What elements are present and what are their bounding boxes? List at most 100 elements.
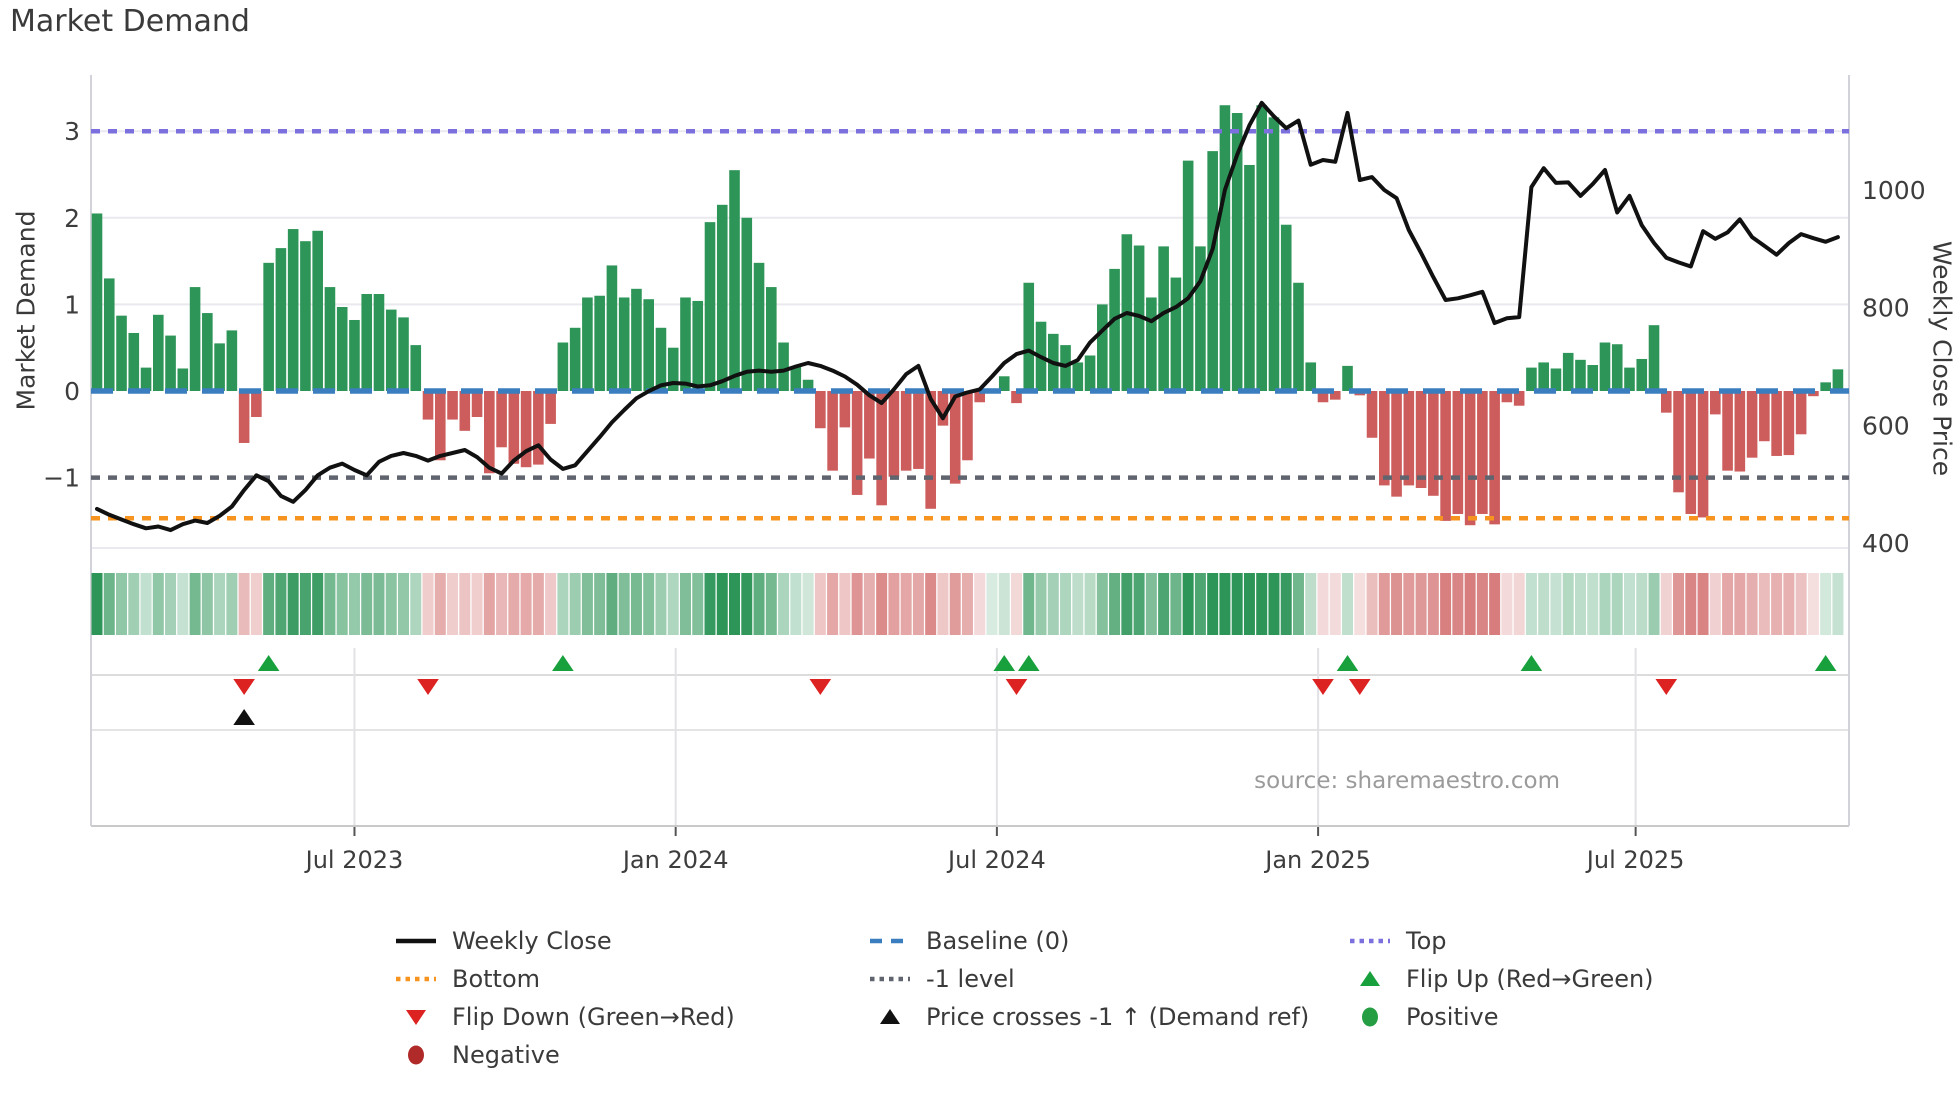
- heatmap-cell: [1538, 573, 1550, 635]
- heatmap-cell: [1427, 573, 1439, 635]
- demand-bar-negative: [1391, 391, 1402, 497]
- demand-bar-positive: [1207, 151, 1218, 391]
- demand-bar-negative: [1317, 391, 1329, 403]
- demand-bar-negative: [900, 391, 912, 471]
- demand-bar-negative: [238, 391, 250, 443]
- heatmap-cell: [765, 573, 777, 635]
- demand-bar-negative: [471, 391, 483, 417]
- demand-bar-negative: [1440, 391, 1451, 521]
- demand-bar-positive: [1060, 345, 1071, 391]
- y-tick-label: 1: [64, 290, 80, 319]
- heatmap-cell: [1133, 573, 1145, 635]
- heatmap-cell: [1685, 573, 1697, 635]
- left-axis-title: Market Demand: [11, 210, 41, 411]
- heatmap-cell: [1378, 573, 1390, 635]
- heatmap-cell: [876, 573, 888, 635]
- demand-bar-negative: [925, 391, 936, 509]
- heatmap-cell: [925, 573, 937, 635]
- demand-bar-positive: [263, 262, 274, 391]
- demand-bar-negative: [533, 391, 544, 465]
- heatmap-cell: [1489, 573, 1501, 635]
- demand-bar-positive: [643, 299, 654, 391]
- demand-bar-positive: [91, 213, 103, 391]
- demand-bar-negative: [484, 391, 495, 474]
- demand-bar-negative: [545, 391, 556, 424]
- heatmap-cell: [1807, 573, 1819, 635]
- demand-bar-positive: [336, 306, 348, 391]
- weekly-close-price-line: [95, 100, 1840, 533]
- heatmap-cell: [545, 573, 557, 635]
- demand-bar-negative: [839, 391, 851, 428]
- demand-bar-positive: [398, 317, 409, 391]
- heatmap-cell: [1109, 573, 1121, 635]
- demand-bar-positive: [557, 342, 569, 391]
- flip-up-marker: [1336, 655, 1359, 671]
- demand-bar-negative: [1697, 391, 1709, 518]
- demand-bar-positive: [1084, 355, 1096, 391]
- heatmap-cell: [1636, 573, 1648, 635]
- heatmap-cell: [226, 573, 238, 635]
- heatmap-cell: [1231, 573, 1243, 635]
- heatmap-cell: [1256, 573, 1268, 635]
- heatmap-cell: [900, 573, 912, 635]
- heatmap-cell: [1624, 573, 1635, 635]
- demand-bar-positive: [1244, 164, 1255, 391]
- y-tick-label: 0: [64, 377, 80, 406]
- heatmap-cell: [1391, 573, 1403, 635]
- demand-bar-negative: [851, 391, 863, 495]
- heatmap-cell: [1697, 573, 1709, 635]
- x-tick-label: Jan 2024: [621, 846, 729, 874]
- heatmap-cell: [961, 573, 973, 635]
- demand-bar-negative: [508, 391, 520, 464]
- demand-bar-positive: [1624, 367, 1635, 391]
- heatmap-cell: [557, 573, 569, 635]
- demand-bar-positive: [361, 294, 373, 391]
- demand-bar-positive: [1550, 368, 1562, 391]
- flip-up-marker: [257, 655, 280, 671]
- demand-bar-positive: [1219, 105, 1231, 391]
- demand-bar-negative: [913, 391, 924, 469]
- demand-bar-negative: [1673, 391, 1684, 493]
- demand-bar-positive: [1268, 117, 1280, 392]
- demand-bar-negative: [1379, 391, 1390, 486]
- demand-bar-negative: [1685, 391, 1697, 514]
- demand-bar-positive: [569, 327, 581, 391]
- demand-bar-negative: [949, 391, 961, 484]
- demand-bar-positive: [153, 314, 164, 391]
- y-tick-label: −1: [43, 464, 80, 493]
- heatmap-cell: [385, 573, 397, 635]
- heatmap-cell: [1182, 573, 1194, 635]
- heatmap-cell: [1047, 573, 1059, 635]
- heatmap-cell: [1158, 573, 1170, 635]
- heatmap-cell: [1660, 573, 1672, 635]
- demand-bar-positive: [287, 229, 299, 391]
- heatmap-cell: [1476, 573, 1488, 635]
- demand-bar-negative: [1771, 391, 1782, 456]
- price-cross-marker: [233, 709, 255, 725]
- flip-up-marker: [552, 655, 574, 671]
- demand-bar-negative: [1329, 391, 1341, 400]
- demand-bar-positive: [802, 379, 814, 391]
- heatmap-cell: [348, 573, 360, 635]
- demand-bar-positive: [704, 222, 716, 391]
- demand-bar-positive: [582, 297, 593, 391]
- heatmap-cell: [373, 573, 385, 635]
- demand-bar-negative: [1746, 391, 1758, 458]
- demand-bar-positive: [716, 204, 728, 391]
- demand-bar-positive: [680, 297, 691, 391]
- heatmap-cell: [851, 573, 863, 635]
- demand-bar-negative: [1415, 391, 1427, 488]
- demand-bar-positive: [594, 295, 605, 391]
- demand-bar-negative: [1513, 391, 1525, 406]
- heatmap-cell: [422, 573, 434, 635]
- heatmap-cell: [863, 573, 875, 635]
- demand-bar-positive: [631, 288, 642, 391]
- demand-bar-positive: [1562, 352, 1574, 391]
- heatmap-cell: [140, 573, 152, 635]
- demand-bar-positive: [998, 376, 1010, 391]
- heatmap-cell: [1280, 573, 1292, 635]
- demand-bar-negative: [876, 391, 887, 506]
- price-tick-label: 600: [1862, 411, 1910, 440]
- heatmap-cell: [1011, 573, 1022, 635]
- heatmap-cell: [1832, 573, 1844, 635]
